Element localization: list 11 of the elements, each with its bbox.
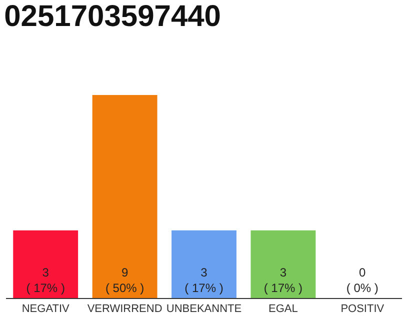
data-label: 9 ( 50% ) (105, 265, 144, 295)
x-tick-label: POSITIV (340, 303, 385, 316)
data-label: 0 ( 0% ) (346, 265, 378, 295)
data-label: 3 ( 17% ) (264, 265, 303, 295)
x-tick-label: NEGATIV (22, 303, 70, 316)
x-tick-label: VERWIRREND (87, 303, 162, 316)
data-label: 3 ( 17% ) (26, 265, 65, 295)
x-tick-label: UNBEKANNTE (166, 303, 242, 316)
chart-title: 0251703597440 (4, 0, 222, 33)
data-label: 3 ( 17% ) (184, 265, 224, 295)
x-tick-label: EGAL (268, 303, 298, 316)
